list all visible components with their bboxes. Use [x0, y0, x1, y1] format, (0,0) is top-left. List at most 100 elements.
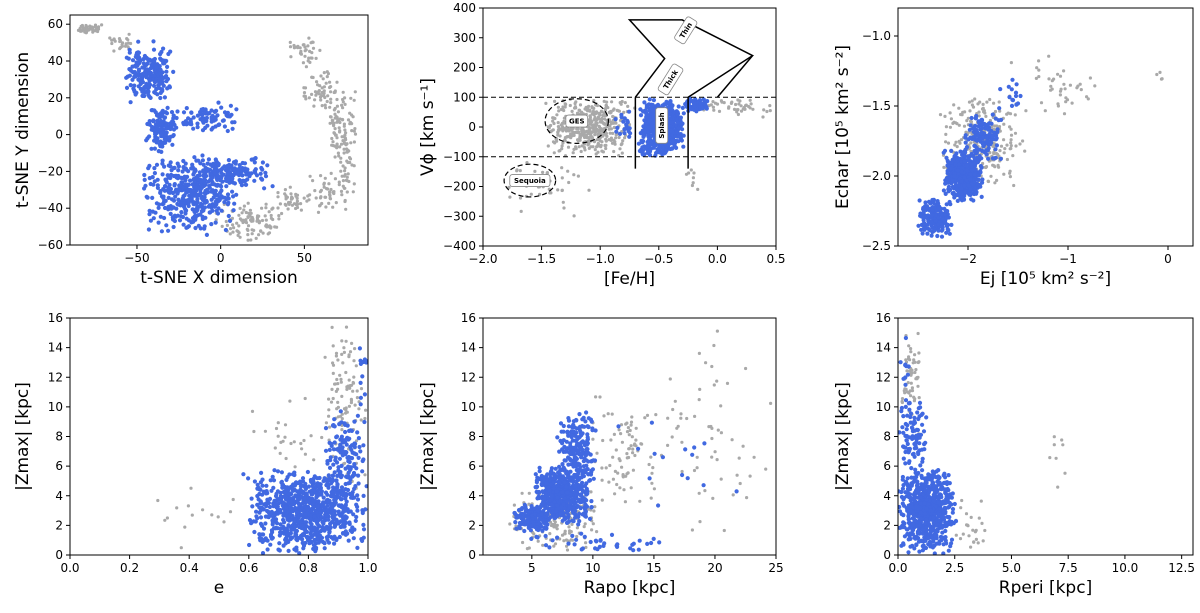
data-point — [1008, 125, 1012, 129]
data-point — [597, 124, 601, 128]
data-point — [1158, 70, 1162, 74]
data-point — [172, 182, 177, 187]
data-point — [560, 166, 564, 170]
data-point — [259, 470, 264, 475]
data-point — [329, 501, 334, 507]
data-point — [955, 122, 959, 126]
data-point — [321, 77, 325, 81]
data-point — [130, 77, 135, 82]
data-point — [955, 145, 959, 149]
data-point — [232, 201, 237, 206]
data-point — [993, 109, 998, 114]
data-point — [193, 185, 198, 190]
data-point — [297, 502, 302, 507]
data-point — [556, 105, 561, 109]
data-point — [327, 397, 331, 401]
data-point — [335, 482, 340, 487]
data-point — [354, 514, 359, 520]
data-point — [189, 110, 194, 115]
data-point — [278, 495, 283, 500]
data-point — [136, 50, 141, 55]
data-point — [565, 135, 569, 139]
data-point — [647, 118, 652, 123]
data-point — [332, 417, 337, 422]
data-point — [302, 91, 307, 95]
data-point — [247, 172, 252, 177]
data-point — [985, 100, 989, 104]
axes-frame — [69, 14, 369, 246]
data-point — [359, 418, 363, 422]
data-point — [242, 204, 246, 208]
data-point — [339, 475, 344, 480]
data-point — [343, 429, 348, 435]
data-point — [964, 178, 969, 183]
data-point — [981, 135, 986, 140]
data-point — [286, 491, 291, 496]
data-point — [918, 211, 923, 216]
data-point — [151, 83, 157, 88]
data-point — [331, 205, 335, 209]
data-point — [998, 109, 1002, 113]
data-point — [667, 111, 673, 116]
data-point — [195, 113, 200, 118]
y-tick-label: −200 — [443, 180, 476, 194]
data-point — [962, 124, 967, 128]
data-point — [163, 140, 168, 145]
data-point — [992, 101, 996, 105]
data-point — [636, 141, 642, 146]
data-point — [645, 139, 650, 145]
data-point — [185, 225, 190, 230]
data-point — [264, 206, 268, 210]
data-point — [998, 87, 1003, 92]
points-energy — [916, 54, 1164, 239]
data-point — [159, 119, 164, 124]
data-point — [323, 195, 327, 199]
data-point — [183, 178, 188, 183]
data-point — [120, 44, 124, 48]
data-point — [257, 233, 261, 237]
data-point — [347, 149, 351, 153]
data-point — [298, 46, 302, 50]
data-point — [172, 165, 177, 170]
data-point — [156, 149, 161, 154]
data-point — [1037, 75, 1041, 79]
data-point — [168, 126, 173, 132]
data-point — [257, 510, 262, 515]
data-point — [675, 134, 681, 139]
data-point — [973, 116, 978, 121]
data-point — [174, 175, 179, 180]
data-point — [112, 38, 116, 42]
data-point — [283, 536, 288, 541]
data-point — [935, 233, 940, 239]
data-point — [616, 109, 620, 113]
data-point — [947, 231, 952, 236]
data-point — [331, 140, 335, 144]
data-point — [344, 506, 349, 511]
data-point — [250, 217, 254, 221]
data-point — [337, 534, 342, 540]
data-point — [336, 400, 340, 404]
data-point — [79, 24, 83, 28]
data-point — [340, 352, 344, 356]
data-point — [590, 105, 594, 109]
data-point — [355, 493, 360, 498]
data-point — [326, 485, 331, 490]
data-point — [206, 157, 211, 162]
data-point — [593, 148, 597, 152]
y-tick-label: −2.0 — [862, 169, 891, 183]
data-point — [984, 165, 988, 170]
data-point — [975, 160, 980, 165]
data-point — [198, 180, 203, 185]
data-point — [950, 178, 955, 183]
data-point — [939, 234, 945, 239]
data-point — [260, 206, 264, 210]
data-point — [231, 208, 236, 213]
data-point — [627, 109, 632, 114]
data-point — [980, 142, 986, 147]
data-point — [157, 64, 162, 69]
data-point — [343, 461, 347, 465]
data-point — [199, 185, 204, 190]
data-point — [587, 104, 591, 108]
data-point — [326, 72, 330, 76]
